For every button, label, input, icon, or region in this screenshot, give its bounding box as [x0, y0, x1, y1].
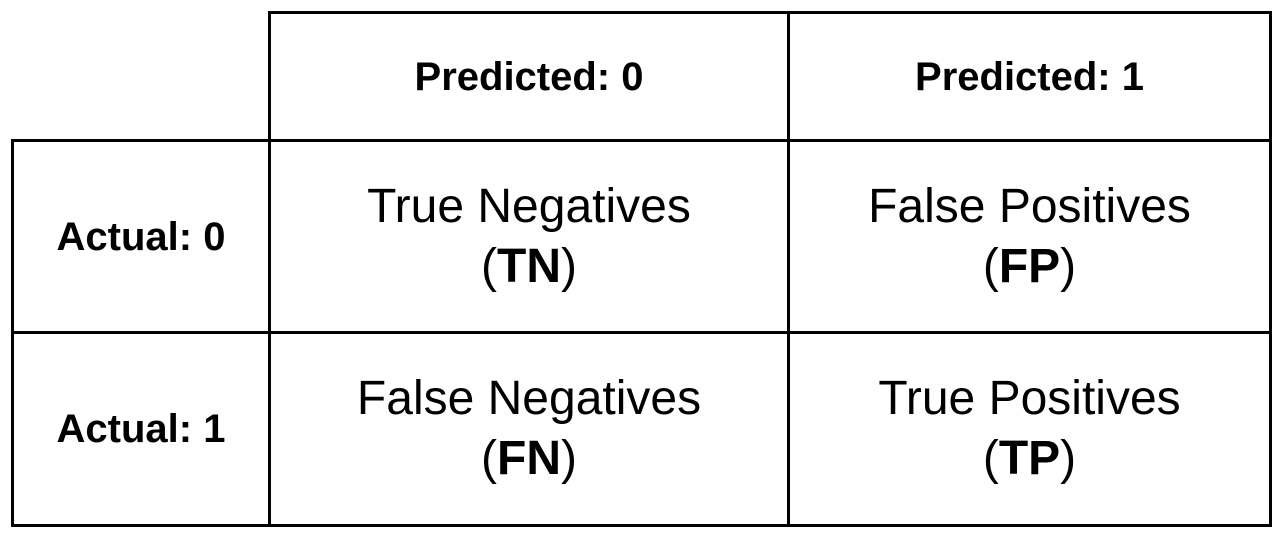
grid-line — [787, 11, 790, 527]
cell-label: False Negatives — [356, 372, 702, 425]
grid-line — [268, 11, 1272, 14]
grid-line — [11, 141, 14, 527]
column-header-predicted-0: Predicted: 0 — [414, 54, 644, 99]
cell-abbreviation: (TN) — [481, 239, 577, 293]
grid-line — [11, 524, 1272, 527]
grid-line — [1269, 11, 1272, 527]
cell-abbreviation: (FP) — [982, 239, 1077, 293]
cell-abbreviation: (FN) — [481, 432, 577, 485]
grid-line — [11, 139, 1272, 142]
cell-label: True Negatives — [367, 179, 691, 233]
cell-label: False Positives — [868, 179, 1191, 233]
cell-true-negatives: True Negatives (TN) — [271, 142, 787, 331]
cell-false-negatives: False Negatives (FN) — [271, 334, 787, 524]
cell-true-positives: True Positives (TP) — [790, 334, 1269, 524]
cell-label: True Positives — [878, 372, 1181, 425]
column-header-predicted-1: Predicted: 1 — [915, 54, 1144, 99]
row-header-actual-0: Actual: 0 — [56, 214, 226, 259]
grid-line — [11, 331, 1272, 334]
cell-false-positives: False Positives (FP) — [790, 142, 1269, 331]
row-header-actual-1: Actual: 1 — [56, 407, 226, 451]
grid-line — [268, 11, 271, 527]
cell-abbreviation: (TP) — [982, 432, 1077, 485]
